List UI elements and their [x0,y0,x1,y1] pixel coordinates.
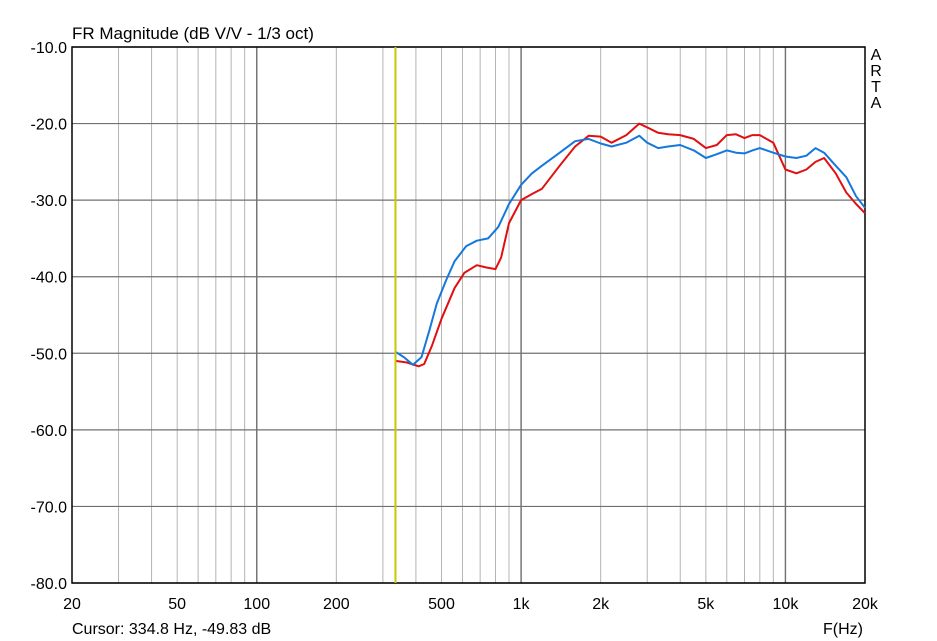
x-tick-label: 5k [697,596,715,613]
chart-title: FR Magnitude (dB V/V - 1/3 oct) [72,24,314,43]
grid-minor [118,47,786,583]
x-tick-label: 20 [63,596,81,613]
x-tick-label: 100 [243,596,270,613]
y-tick-labels: -10.0 -20.0 -30.0 -40.0 -50.0 -60.0 -70.0 -80.0 [31,40,68,593]
x-tick-label: 50 [168,596,186,613]
side-label-letter: R [870,63,882,80]
x-tick-label: 2k [592,596,610,613]
y-tick-label: -50.0 [31,346,68,363]
x-axis-label: F(Hz) [823,621,863,638]
x-tick-labels: 20 50 100 200 500 1k 2k 5k 10k 20k [63,596,879,613]
y-tick-label: -70.0 [31,499,68,516]
y-tick-label: -20.0 [31,117,68,134]
x-tick-label: 200 [323,596,350,613]
side-label-letter: A [871,95,882,112]
side-label-letter: A [871,47,882,64]
series-line [394,134,866,366]
y-tick-label: -10.0 [31,40,68,57]
x-tick-label: 500 [428,596,455,613]
plot-frame [71,46,866,584]
y-tick-label: -40.0 [31,270,68,287]
y-tick-label: -80.0 [31,576,68,593]
cursor-readout: Cursor: 334.8 Hz, -49.83 dB [72,621,271,638]
y-tick-label: -60.0 [31,423,68,440]
x-tick-label: 1k [513,596,531,613]
series-layer [394,122,866,368]
y-tick-label: -30.0 [31,193,68,210]
grid-major [72,46,865,584]
x-tick-label: 10k [773,596,800,613]
series-line [395,122,866,368]
x-tick-label: 20k [852,596,879,613]
side-label-letter: T [871,79,881,96]
